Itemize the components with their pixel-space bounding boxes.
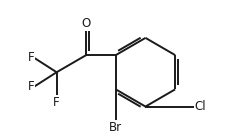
Text: Cl: Cl [194, 100, 205, 113]
Text: F: F [53, 96, 60, 109]
Text: Br: Br [109, 121, 122, 134]
Text: O: O [81, 17, 90, 30]
Text: F: F [28, 51, 34, 64]
Text: F: F [28, 80, 34, 93]
